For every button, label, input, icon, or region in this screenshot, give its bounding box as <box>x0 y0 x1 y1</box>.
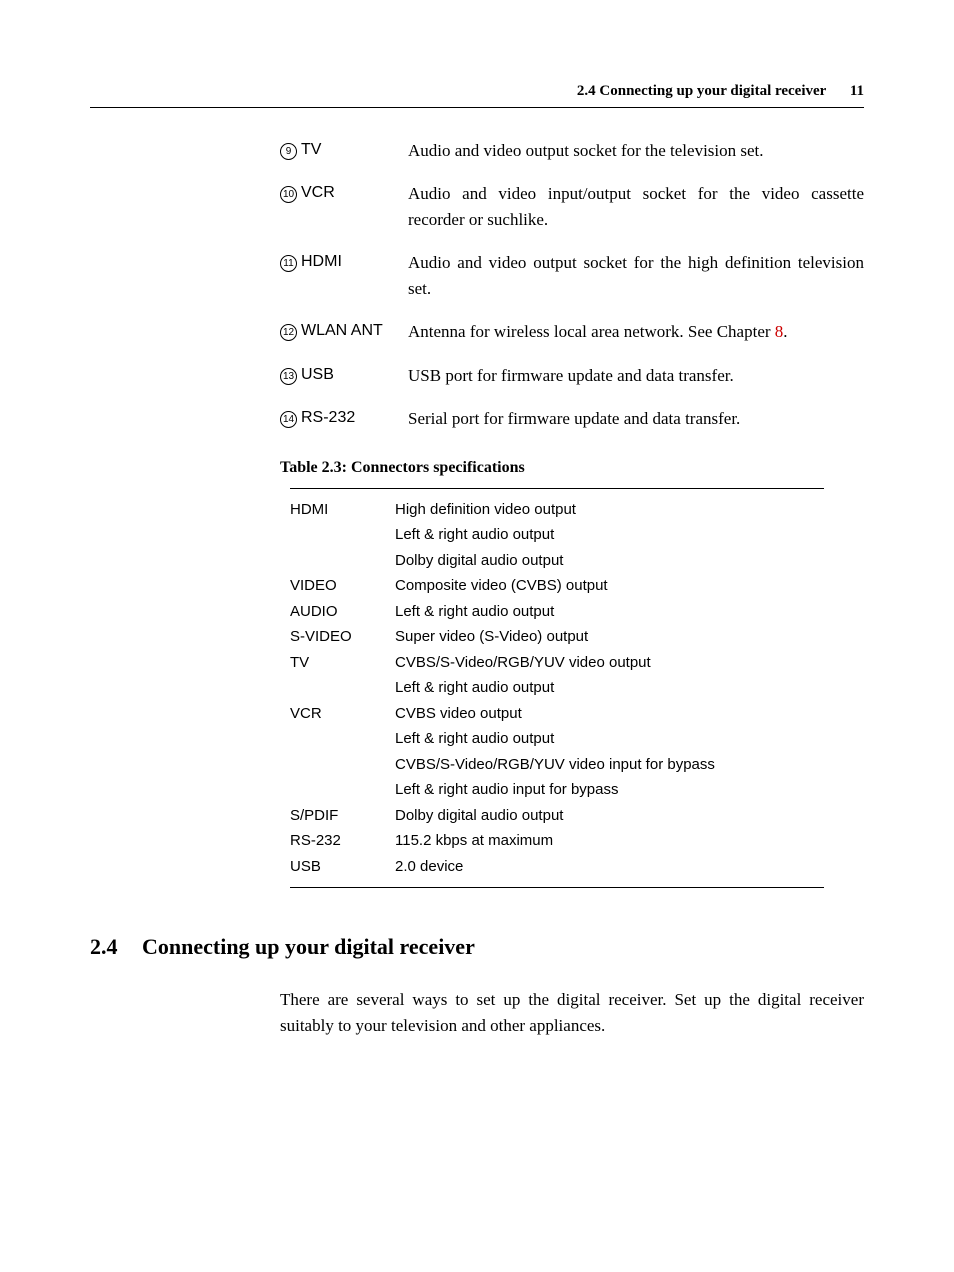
term-label: HDMI <box>301 250 342 274</box>
table-row: Dolby digital audio output <box>290 548 824 574</box>
table-row: S/PDIFDolby digital audio output <box>290 803 824 829</box>
spec-value: Left & right audio output <box>395 599 824 625</box>
section-title: Connecting up your digital receiver <box>142 930 475 963</box>
spec-value: Dolby digital audio output <box>395 803 824 829</box>
specifications-table: HDMIHigh definition video output Left & … <box>290 488 824 889</box>
spec-value: High definition video output <box>395 497 824 523</box>
definition-item: 13 USB USB port for firmware update and … <box>280 363 864 389</box>
definition-item: 11 HDMI Audio and video output socket fo… <box>280 250 864 301</box>
chapter-link[interactable]: 8 <box>775 322 784 341</box>
term-label: USB <box>301 363 334 387</box>
spec-label: TV <box>290 650 395 676</box>
table-row: AUDIOLeft & right audio output <box>290 599 824 625</box>
spec-value: CVBS video output <box>395 701 824 727</box>
definition-description: Serial port for firmware update and data… <box>408 406 864 432</box>
spec-value: 115.2 kbps at maximum <box>395 828 824 854</box>
table-row: Left & right audio input for bypass <box>290 777 824 803</box>
spec-value: Dolby digital audio output <box>395 548 824 574</box>
term-label: WLAN ANT <box>301 319 383 343</box>
circled-number: 13 <box>280 368 297 385</box>
table-row: HDMIHigh definition video output <box>290 497 824 523</box>
definition-description: Audio and video output socket for the hi… <box>408 250 864 301</box>
term-label: RS-232 <box>301 406 355 430</box>
table-row: Left & right audio output <box>290 522 824 548</box>
circled-number: 10 <box>280 186 297 203</box>
definition-description: USB port for firmware update and data tr… <box>408 363 864 389</box>
circled-number: 14 <box>280 411 297 428</box>
spec-label: S/PDIF <box>290 803 395 829</box>
spec-value: 2.0 device <box>395 854 824 880</box>
definition-term: 13 USB <box>280 363 408 387</box>
spec-label: HDMI <box>290 497 395 523</box>
definition-term: 12 WLAN ANT <box>280 319 408 343</box>
spec-label <box>290 752 395 778</box>
definition-term: 11 HDMI <box>280 250 408 274</box>
term-label: TV <box>301 138 321 162</box>
spec-label <box>290 726 395 752</box>
definition-item: 14 RS-232 Serial port for firmware updat… <box>280 406 864 432</box>
spec-value: Left & right audio output <box>395 522 824 548</box>
spec-label: USB <box>290 854 395 880</box>
definition-list: 9 TV Audio and video output socket for t… <box>280 138 864 432</box>
spec-value: Left & right audio output <box>395 675 824 701</box>
spec-label <box>290 548 395 574</box>
spec-label: VIDEO <box>290 573 395 599</box>
definition-description: Audio and video input/output socket for … <box>408 181 864 232</box>
page-header: 2.4 Connecting up your digital receiver … <box>90 80 864 108</box>
definition-term: 10 VCR <box>280 181 408 205</box>
table-caption: Table 2.3: Connectors specifications <box>280 456 864 480</box>
spec-label <box>290 777 395 803</box>
table-row: S-VIDEOSuper video (S-Video) output <box>290 624 824 650</box>
definition-term: 9 TV <box>280 138 408 162</box>
table-row: Left & right audio output <box>290 675 824 701</box>
section-number: 2.4 <box>90 930 142 963</box>
term-label: VCR <box>301 181 335 205</box>
definition-item: 10 VCR Audio and video input/output sock… <box>280 181 864 232</box>
definition-description: Antenna for wireless local area network.… <box>408 319 864 345</box>
section-paragraph: There are several ways to set up the dig… <box>280 987 864 1038</box>
section-heading: 2.4 Connecting up your digital receiver <box>90 930 864 963</box>
table-row: TVCVBS/S-Video/RGB/YUV video output <box>290 650 824 676</box>
spec-value: Composite video (CVBS) output <box>395 573 824 599</box>
table-row: RS-232115.2 kbps at maximum <box>290 828 824 854</box>
table-row: VIDEOComposite video (CVBS) output <box>290 573 824 599</box>
circled-number: 11 <box>280 255 297 272</box>
spec-label: VCR <box>290 701 395 727</box>
circled-number: 9 <box>280 143 297 160</box>
page-number: 11 <box>850 83 864 99</box>
definition-item: 12 WLAN ANT Antenna for wireless local a… <box>280 319 864 345</box>
spec-label: S-VIDEO <box>290 624 395 650</box>
desc-pre: Antenna for wireless local area network.… <box>408 322 775 341</box>
spec-value: CVBS/S-Video/RGB/YUV video input for byp… <box>395 752 824 778</box>
definition-item: 9 TV Audio and video output socket for t… <box>280 138 864 164</box>
spec-value: Left & right audio input for bypass <box>395 777 824 803</box>
definition-description: Audio and video output socket for the te… <box>408 138 864 164</box>
spec-label: RS-232 <box>290 828 395 854</box>
spec-label: AUDIO <box>290 599 395 625</box>
table-row: VCRCVBS video output <box>290 701 824 727</box>
circled-number: 12 <box>280 324 297 341</box>
spec-value: Super video (S-Video) output <box>395 624 824 650</box>
spec-value: CVBS/S-Video/RGB/YUV video output <box>395 650 824 676</box>
table-row: USB2.0 device <box>290 854 824 880</box>
table-row: Left & right audio output <box>290 726 824 752</box>
spec-label <box>290 522 395 548</box>
desc-post: . <box>783 322 787 341</box>
definition-term: 14 RS-232 <box>280 406 408 430</box>
spec-label <box>290 675 395 701</box>
spec-value: Left & right audio output <box>395 726 824 752</box>
header-section-label: 2.4 Connecting up your digital receiver <box>577 83 826 99</box>
table-row: CVBS/S-Video/RGB/YUV video input for byp… <box>290 752 824 778</box>
